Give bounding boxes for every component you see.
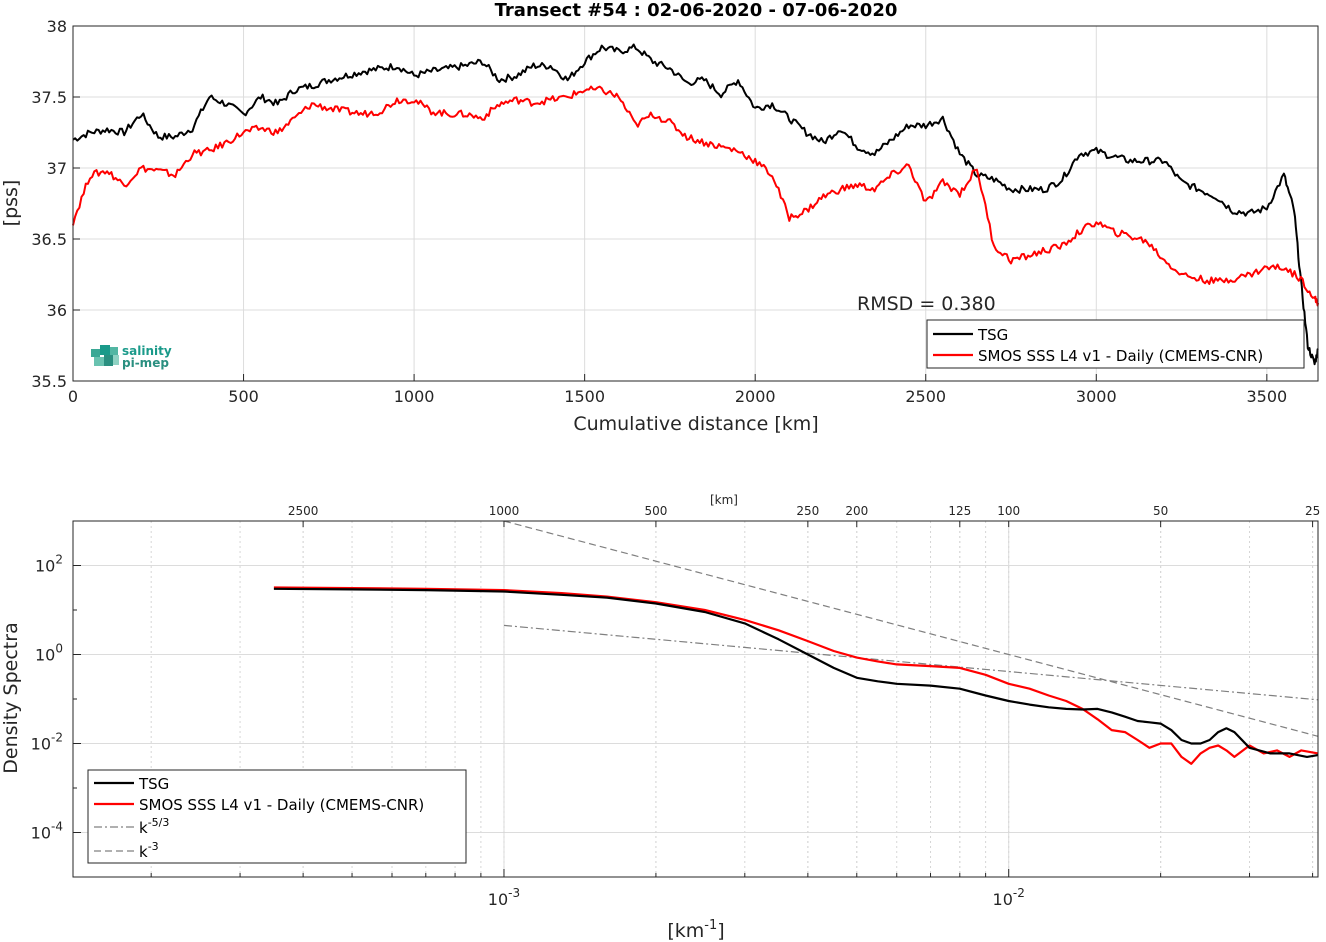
- k3-reference-line: [503, 520, 1319, 737]
- top-x-tick-label: 3000: [1076, 387, 1117, 406]
- top-wavelength-tick-label: 125: [948, 504, 971, 518]
- salinity-pi-mep-logo: salinity pi-mep: [91, 344, 172, 370]
- top-y-tick-label: 38: [47, 17, 67, 36]
- bottom-series: [273, 520, 1319, 765]
- top-legend: TSG SMOS SSS L4 v1 - Daily (CMEMS-CNR): [926, 319, 1305, 369]
- bottom-y-tick-label: 100: [35, 642, 63, 665]
- top-axis-label: [km]: [710, 493, 738, 507]
- legend2-smos-label: SMOS SSS L4 v1 - Daily (CMEMS-CNR): [139, 796, 424, 814]
- legend-tsg-label: TSG: [977, 326, 1008, 344]
- bottom-y-tick-label: 102: [35, 553, 63, 576]
- bottom-x-tick-label: 10-3: [488, 886, 520, 909]
- top-y-tick-label: 36: [47, 301, 67, 320]
- logo-text-2: pi-mep: [122, 356, 169, 370]
- transect-chart: Transect #54 : 02-06-2020 - 07-06-2020 0…: [0, 0, 1319, 435]
- top-axes-box: [72, 25, 1319, 382]
- top-series: [72, 43, 1319, 366]
- top-x-tick-label: 500: [228, 387, 259, 406]
- chart-title: Transect #54 : 02-06-2020 - 07-06-2020: [495, 0, 898, 21]
- legend-smos-label: SMOS SSS L4 v1 - Daily (CMEMS-CNR): [978, 347, 1263, 365]
- top-y-tick-label: 37: [47, 159, 67, 178]
- top-wavelength-tick-label: 500: [644, 504, 667, 518]
- rmsd-annotation: RMSD = 0.380: [857, 293, 996, 315]
- top-wavelength-tick-label: 25: [1305, 504, 1320, 518]
- top-x-tick-label: 1500: [564, 387, 605, 406]
- bottom-x-tick-label: 10-2: [993, 886, 1025, 909]
- top-x-tick-label: 1000: [394, 387, 435, 406]
- k53-reference-line: [503, 624, 1319, 701]
- bottom-y-tick-label: 10-2: [31, 731, 63, 754]
- top-y-tick-label: 36.5: [31, 230, 67, 249]
- top-x-tick-label: 2000: [735, 387, 776, 406]
- bottom-y-label: Density Spectra: [0, 622, 22, 773]
- smos-series-line: [72, 85, 1319, 307]
- tsg-series-line: [72, 43, 1319, 366]
- top-wavelength-tick-label: 250: [796, 504, 819, 518]
- tsg-spectrum-line: [273, 587, 1319, 758]
- top-ticks: 0 500 1000 1500 2000 2500 3000 3500 35.5 36 36.5 37…: [31, 17, 1287, 406]
- legend2-tsg-label: TSG: [138, 775, 169, 793]
- bottom-x-label: [km-1]: [667, 918, 724, 942]
- top-x-label: Cumulative distance [km]: [573, 413, 818, 435]
- top-y-tick-label: 37.5: [31, 88, 67, 107]
- spectra-chart: 10-3 10-2 10-4 10-2 100 102 2500 1000 500 250 200 1…: [0, 493, 1320, 942]
- logo-text-1: salinity: [122, 344, 172, 358]
- top-wavelength-tick-label: 1000: [489, 504, 520, 518]
- smos-spectrum-line: [273, 586, 1319, 765]
- bottom-y-tick-label: 10-4: [31, 820, 63, 843]
- bottom-legend: TSG SMOS SSS L4 v1 - Daily (CMEMS-CNR) k…: [87, 769, 467, 864]
- top-wavelength-tick-label: 50: [1153, 504, 1168, 518]
- top-x-tick-label: 2500: [905, 387, 946, 406]
- top-wavelength-tick-label: 2500: [288, 504, 319, 518]
- top-x-tick-label: 3500: [1246, 387, 1287, 406]
- top-y-tick-label: 35.5: [31, 372, 67, 391]
- top-x-tick-label: 0: [68, 387, 78, 406]
- top-wavelength-tick-label: 200: [845, 504, 868, 518]
- top-wavelength-tick-label: 100: [997, 504, 1020, 518]
- top-y-label: [pss]: [0, 180, 22, 227]
